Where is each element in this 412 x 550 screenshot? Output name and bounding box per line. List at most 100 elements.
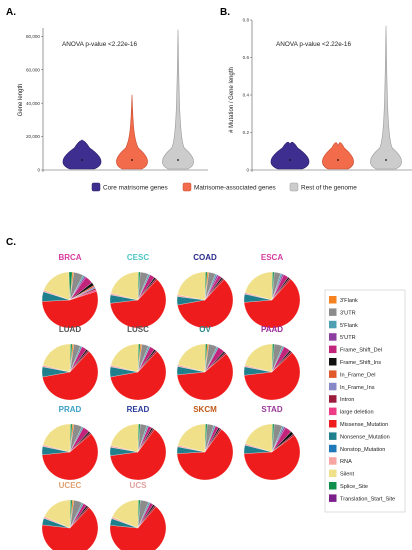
- pie-legend-swatch: [329, 494, 337, 502]
- pie-title: LUSC: [127, 325, 149, 334]
- pie-legend: 3'Flank 3'UTR 5'Flank 5'UTR Frame_Shift_Del F…: [324, 289, 406, 513]
- pie-title: CESC: [127, 253, 149, 262]
- pie-slice: [41, 291, 99, 329]
- pie-legend-label: 5'UTR: [340, 335, 356, 341]
- pie-title: READ: [127, 405, 150, 414]
- pie-legend-swatch: [329, 370, 337, 378]
- panel-c-letter: C.: [6, 237, 16, 248]
- legend-swatch: [289, 182, 299, 192]
- pie-slice: [42, 343, 71, 373]
- pie-slice: [176, 429, 234, 481]
- pie-coad: COAD: [176, 253, 234, 329]
- pie-slice: [244, 271, 273, 301]
- violin-chart-a: Gene length ANOVA p-value <2.22e-16 0 20,…: [18, 28, 208, 173]
- pie-slice: [177, 271, 206, 301]
- pie-legend-swatch: [329, 444, 337, 453]
- pie-slice: [109, 506, 167, 550]
- pie-title: BRCA: [58, 253, 81, 262]
- pie-slice: [110, 351, 167, 401]
- pie-slice: [110, 271, 139, 301]
- pie-skcm: SKCM: [176, 405, 234, 481]
- pie-legend-swatch: [329, 345, 337, 354]
- pie-cesc: CESC: [109, 253, 167, 329]
- pie-slice: [42, 351, 99, 401]
- violin-mean-dot: [131, 159, 133, 161]
- pie-title: PAAD: [261, 325, 283, 334]
- pie-read: READ: [109, 405, 167, 481]
- pie-title: LUAD: [59, 325, 81, 334]
- violin-matrisome-associated: [322, 142, 354, 170]
- pie-legend-label: Intron: [340, 397, 354, 403]
- legend-label: Matrisome-associated genes: [194, 185, 276, 192]
- pie-legend-label: RNA: [340, 459, 352, 465]
- pie-slice: [271, 423, 275, 453]
- pie-legend-label: In_Frame_Ins: [340, 385, 375, 391]
- violin-mean-dot: [337, 159, 339, 161]
- pie-slice: [110, 423, 139, 453]
- y-tick-label: 0.8: [243, 18, 250, 23]
- pie-slice: [69, 423, 73, 453]
- pie-ucs: UCS: [109, 481, 167, 550]
- violin-core-matrisome: [62, 139, 102, 170]
- violin-mean-dot: [289, 159, 291, 161]
- violin-legend: Core matrisome genes Matrisome-associated…: [91, 182, 357, 192]
- pie-slice: [177, 423, 206, 453]
- pie-legend-swatch: [329, 420, 337, 428]
- pie-title: OV: [199, 325, 211, 334]
- pie-legend-swatch: [329, 296, 337, 304]
- pie-legend-swatch: [329, 457, 337, 465]
- pie-slice: [177, 279, 234, 329]
- pie-paad: PAAD: [243, 325, 301, 401]
- pie-legend-swatch: [329, 333, 337, 341]
- anova-label-a: ANOVA p-value <2.22e-16: [62, 41, 137, 48]
- pie-title: UCS: [130, 481, 148, 490]
- anova-label-b: ANOVA p-value <2.22e-16: [276, 41, 351, 48]
- pie-legend-label: 3'Flank: [340, 298, 358, 304]
- y-tick-label: 0.4: [243, 93, 250, 98]
- pie-legend-label: 5'Flank: [340, 323, 358, 329]
- pie-slice: [110, 343, 139, 373]
- pie-lusc: LUSC: [109, 325, 167, 401]
- panel-a-letter: A.: [6, 7, 16, 18]
- pie-prad: PRAD: [41, 405, 99, 481]
- pie-legend-swatch: [329, 432, 337, 440]
- violin-rest-of-genome: [162, 29, 194, 170]
- pie-legend-label: 3'UTR: [340, 310, 356, 316]
- legend-swatch: [91, 182, 101, 192]
- violin-mean-dot: [81, 159, 83, 161]
- y-tick-label: 80,000: [26, 34, 40, 39]
- y-tick-label: 0.2: [243, 130, 250, 135]
- pie-legend-label: Silent: [340, 472, 354, 478]
- pie-title: SKCM: [193, 405, 217, 414]
- pie-legend-label: Missense_Mutation: [340, 422, 388, 428]
- pie-slice: [137, 423, 141, 453]
- pie-legend-swatch: [329, 320, 337, 329]
- pie-legend-swatch: [329, 395, 337, 403]
- pie-title: COAD: [193, 253, 217, 262]
- panel-b-letter: B.: [220, 7, 230, 18]
- y-axis-title-a: Gene length: [18, 84, 24, 117]
- y-axis-title-b: # Mutation / Gene length: [229, 67, 235, 133]
- pie-title: ESCA: [261, 253, 283, 262]
- pie-legend-swatch: [329, 382, 337, 391]
- pie-slice: [271, 271, 275, 301]
- pie-slice: [243, 279, 301, 329]
- pie-brca: BRCA: [41, 253, 99, 329]
- pie-legend-swatch: [329, 308, 337, 316]
- y-tick-label: 60,000: [26, 67, 40, 72]
- pie-legend-swatch: [329, 469, 337, 478]
- pie-slice: [204, 271, 208, 301]
- pie-ucec: UCEC: [41, 481, 99, 550]
- pie-slice: [41, 507, 99, 550]
- violin-chart-b: # Mutation / Gene length ANOVA p-value <…: [229, 18, 412, 173]
- pie-slice: [137, 271, 141, 301]
- pie-slice: [69, 343, 73, 373]
- pie-legend-label: large deletion: [340, 410, 374, 416]
- pie-slice: [204, 343, 208, 373]
- pie-grid: BRCA CESC COAD ESCA LUAD LUSC OV PAAD PRAD READ SK…: [41, 253, 301, 550]
- pie-slice: [244, 343, 273, 373]
- y-tick-label: 40,000: [26, 101, 40, 106]
- pie-slice: [137, 499, 141, 529]
- violin-core-matrisome: [270, 141, 310, 170]
